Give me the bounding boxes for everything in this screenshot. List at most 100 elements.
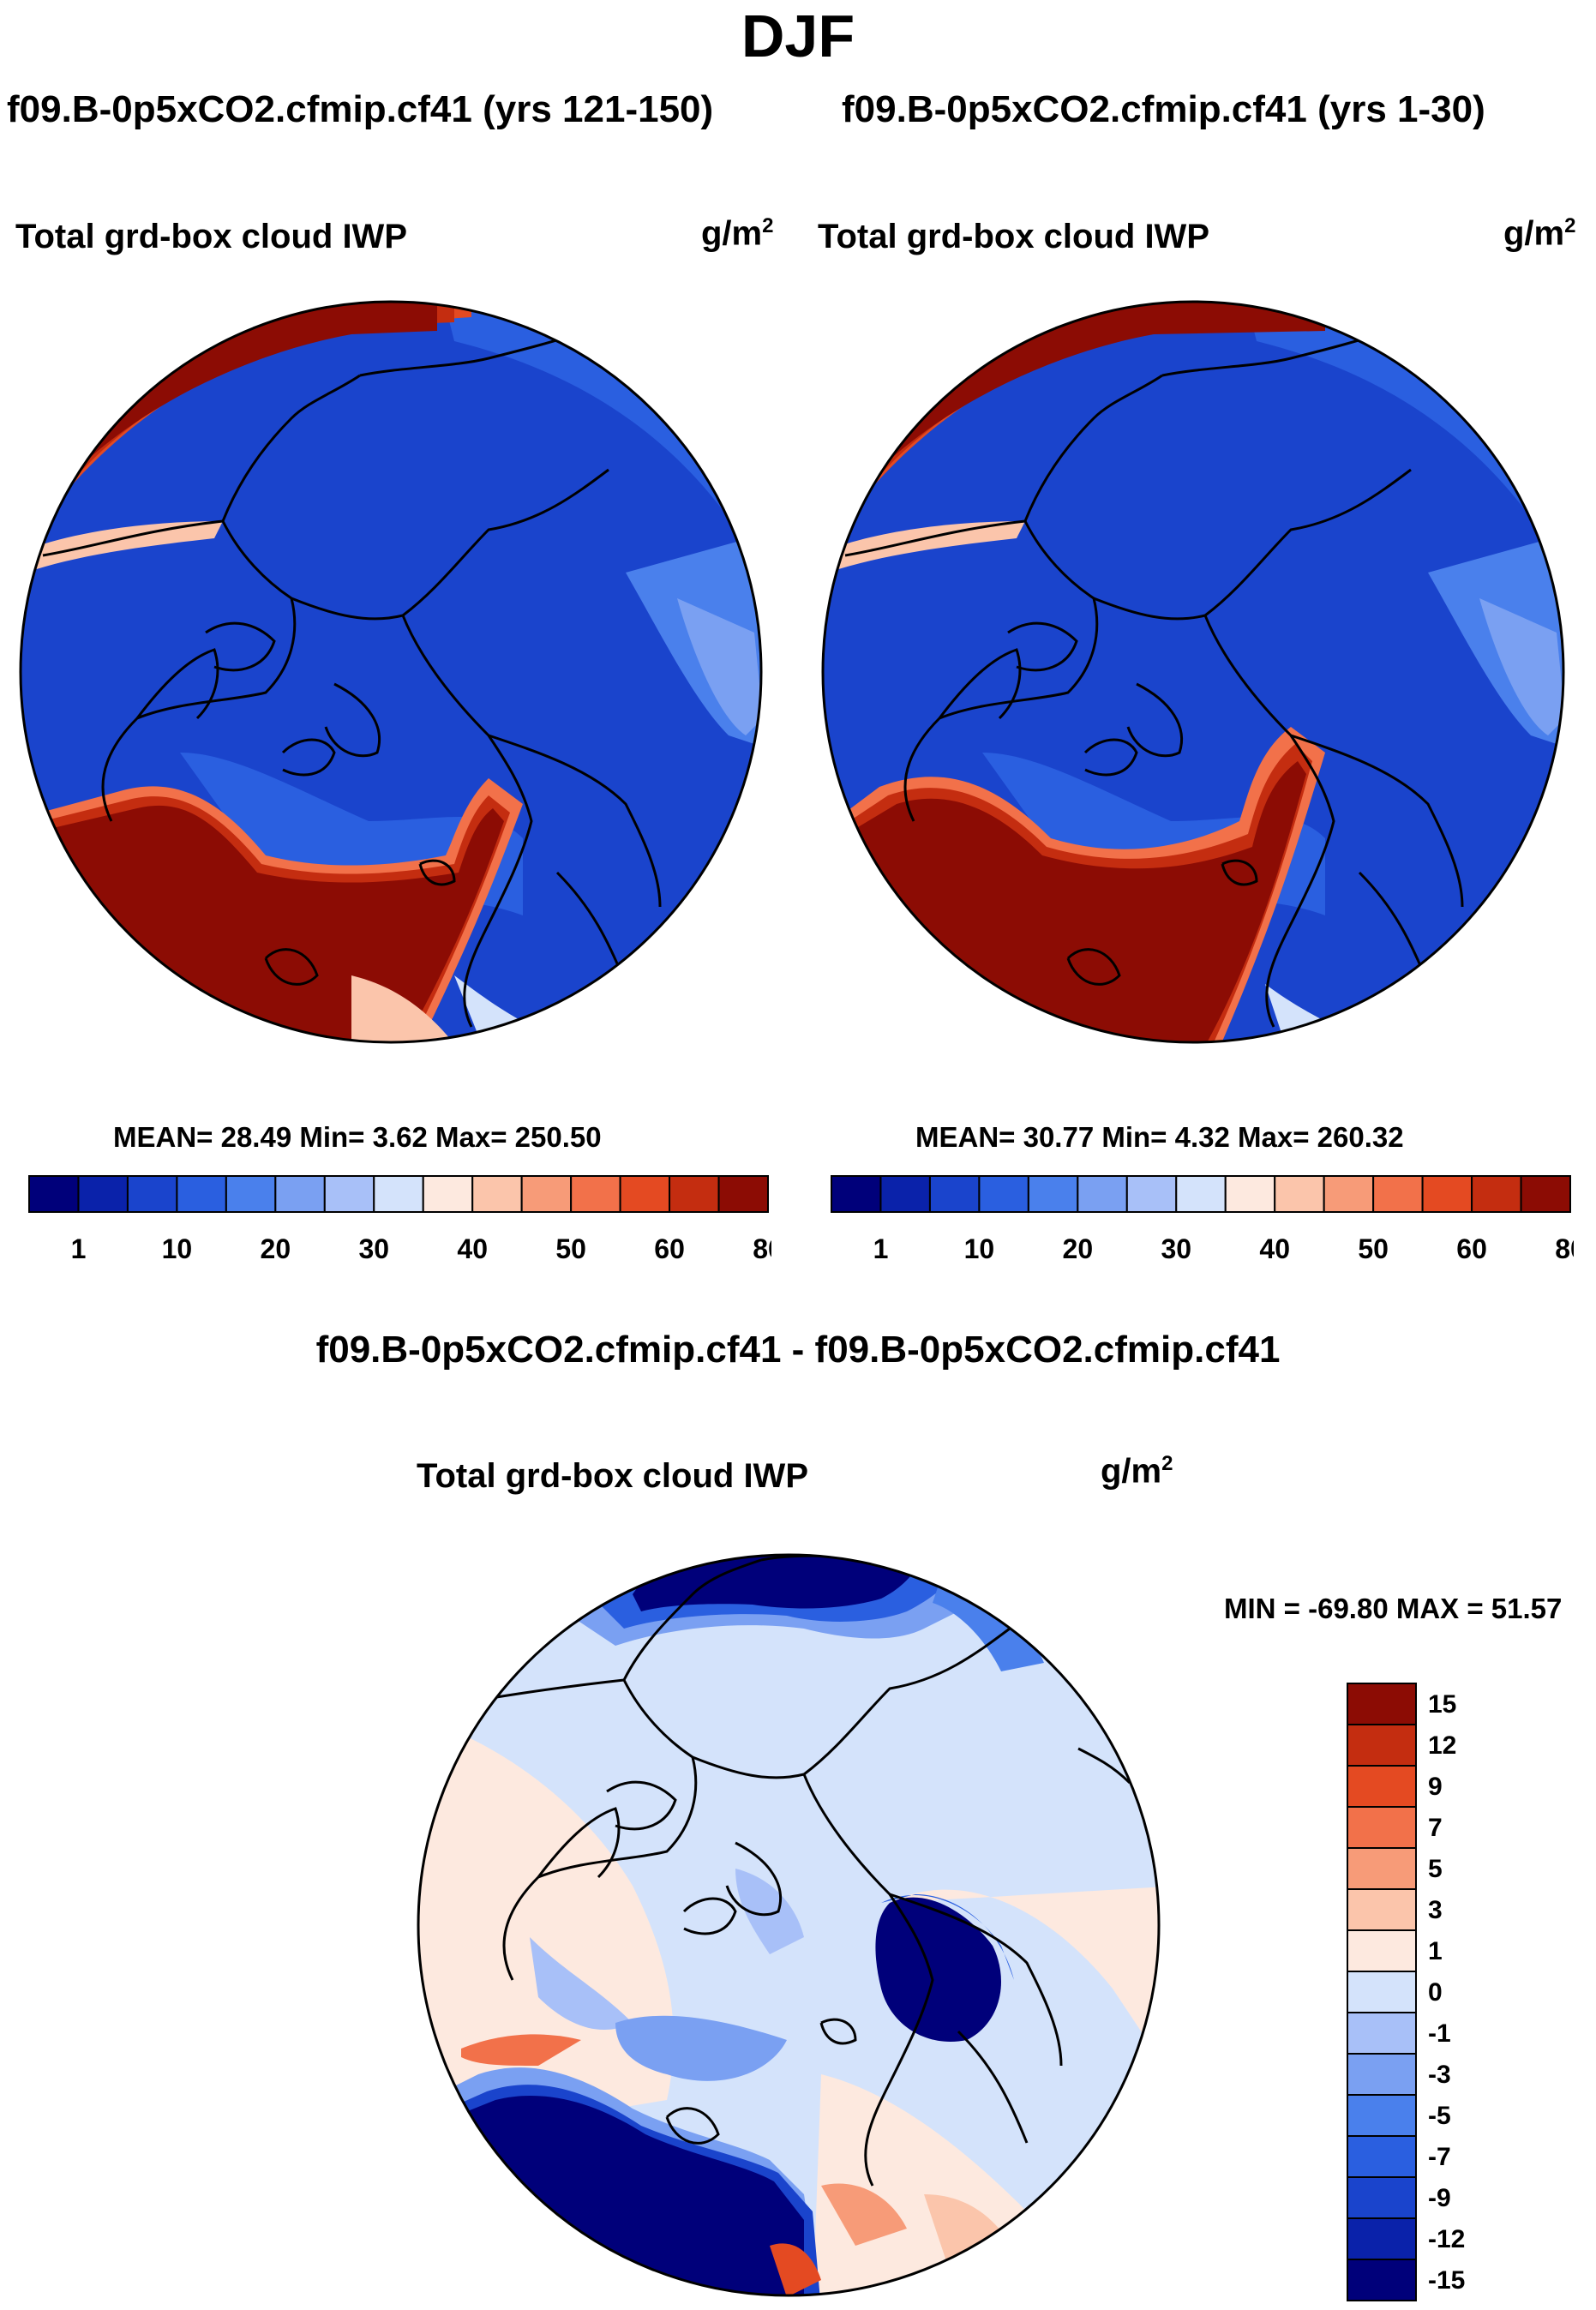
colorbar-box (373, 1175, 424, 1213)
colorbar-box (323, 1175, 375, 1213)
colorbar-label: 1 (873, 1233, 889, 1264)
difference-field (418, 1555, 1159, 2295)
colorbar-box (1274, 1175, 1325, 1213)
panel-1-colorbar: 1 10 20 30 40 50 60 80 (28, 1175, 771, 1264)
colorbar-box (28, 1175, 80, 1213)
figure-title: DJF (741, 3, 855, 69)
colorbar-box (831, 1175, 882, 1213)
colorbar-label: -9 (1428, 2184, 1451, 2212)
colorbar-label: 60 (1456, 1233, 1487, 1264)
difference-title: f09.B-0p5xCO2.cfmip.cf41 - f09.B-0p5xCO2… (315, 1329, 1281, 1371)
panel-2-map (821, 300, 1565, 1044)
colorbar-box (1421, 1175, 1473, 1213)
difference-stats: MIN = -69.80 MAX = 51.57 (1224, 1593, 1563, 1624)
colorbar-box (422, 1175, 474, 1213)
colorbar-box (471, 1175, 523, 1213)
colorbar-label: 10 (162, 1233, 193, 1264)
panel-1-variable: Total grd-box cloud IWP (15, 218, 407, 255)
colorbar-box (1323, 1175, 1375, 1213)
colorbar-box (1125, 1175, 1178, 1213)
colorbar-label: -7 (1428, 2143, 1451, 2171)
colorbar-label: 30 (358, 1233, 389, 1264)
difference-map-border (417, 1553, 1161, 2297)
panel-2-units: g/m2 (1503, 214, 1576, 253)
colorbar-box (1347, 2012, 1417, 2055)
colorbar-label: 12 (1428, 1731, 1456, 1760)
colorbar-label: 0 (1428, 1978, 1443, 2007)
colorbar-label: 20 (261, 1233, 291, 1264)
colorbar-box (1347, 2094, 1417, 2137)
colorbar-box (1347, 1847, 1417, 1890)
colorbar-box (1347, 2176, 1417, 2219)
panel-2-case-label: f09.B-0p5xCO2.cfmip.cf41 (yrs 1-30) (842, 88, 1485, 130)
colorbar-label: 20 (1063, 1233, 1094, 1264)
panel-2-colorbar: 1 10 20 30 40 50 60 80 (831, 1175, 1574, 1264)
colorbar-label: 80 (1555, 1233, 1574, 1264)
colorbar-box (1347, 1929, 1417, 1972)
colorbar-box (1175, 1175, 1227, 1213)
colorbar-label: 5 (1428, 1855, 1443, 1883)
colorbar-label: 40 (1259, 1233, 1290, 1264)
panel-1-map-border (19, 300, 763, 1044)
colorbar-box (1347, 1724, 1417, 1767)
colorbar-box (1347, 2135, 1417, 2178)
colorbar-label: -12 (1428, 2225, 1465, 2253)
colorbar-label: 7 (1428, 1814, 1443, 1842)
panel-2-stats: MEAN= 30.77 Min= 4.32 Max= 260.32 (915, 1121, 1404, 1153)
colorbar-box (1224, 1175, 1276, 1213)
colorbar-box (225, 1175, 277, 1213)
colorbar-label: 60 (654, 1233, 685, 1264)
colorbar-label: -3 (1428, 2061, 1451, 2089)
colorbar-label: -1 (1428, 2019, 1451, 2048)
colorbar-box (928, 1175, 981, 1213)
colorbar-label: -15 (1428, 2266, 1465, 2295)
panel-1-field (21, 302, 761, 1042)
colorbar-label: 80 (753, 1233, 771, 1264)
colorbar-label: 15 (1428, 1690, 1456, 1719)
panel-2-map-border (821, 300, 1565, 1044)
colorbar-box (619, 1175, 671, 1213)
colorbar-box (1347, 2217, 1417, 2260)
colorbar-box (1347, 2259, 1417, 2301)
colorbar-box (1347, 2053, 1417, 2096)
colorbar-box (1347, 1888, 1417, 1931)
colorbar-box (1471, 1175, 1522, 1213)
colorbar-box (274, 1175, 326, 1213)
colorbar-box (1347, 1971, 1417, 2013)
colorbar-box (1372, 1175, 1424, 1213)
colorbar-label: 1 (71, 1233, 87, 1264)
colorbar-box (176, 1175, 227, 1213)
panel-2-field (823, 302, 1563, 1042)
panel-1-map (19, 300, 763, 1044)
difference-units: g/m2 (1101, 1452, 1173, 1491)
colorbar-box (1347, 1683, 1417, 1725)
colorbar-label: 40 (457, 1233, 488, 1264)
panel-2-coastlines (844, 322, 1563, 1028)
difference-variable: Total grd-box cloud IWP (417, 1457, 808, 1495)
colorbar-label: 3 (1428, 1896, 1443, 1924)
panel-1-case-label: f09.B-0p5xCO2.cfmip.cf41 (yrs 121-150) (7, 88, 714, 130)
colorbar-label: 9 (1428, 1773, 1443, 1801)
panel-1-units: g/m2 (701, 214, 774, 253)
colorbar-box (978, 1175, 1029, 1213)
colorbar-box (1347, 1765, 1417, 1808)
panel-1-stats: MEAN= 28.49 Min= 3.62 Max= 250.50 (113, 1121, 602, 1153)
colorbar-label: -5 (1428, 2102, 1451, 2130)
colorbar-label: 30 (1161, 1233, 1191, 1264)
colorbar-label: 50 (555, 1233, 586, 1264)
difference-colorbar: 15 12 9 7 5 3 1 0 -1 -3 -5 -7 -9 -12 -15 (1347, 1683, 1465, 2301)
colorbar-box (1347, 1806, 1417, 1849)
colorbar-box (669, 1175, 720, 1213)
colorbar-box (1520, 1175, 1571, 1213)
panel-2-variable: Total grd-box cloud IWP (818, 218, 1209, 255)
colorbar-box (717, 1175, 769, 1213)
colorbar-label: 10 (964, 1233, 995, 1264)
colorbar-box (126, 1175, 178, 1213)
colorbar-box (1027, 1175, 1079, 1213)
difference-map (417, 1553, 1161, 2297)
colorbar-label: 1 (1428, 1937, 1443, 1965)
colorbar-box (1077, 1175, 1128, 1213)
colorbar-box (570, 1175, 621, 1213)
colorbar-box (520, 1175, 573, 1213)
colorbar-box (879, 1175, 931, 1213)
